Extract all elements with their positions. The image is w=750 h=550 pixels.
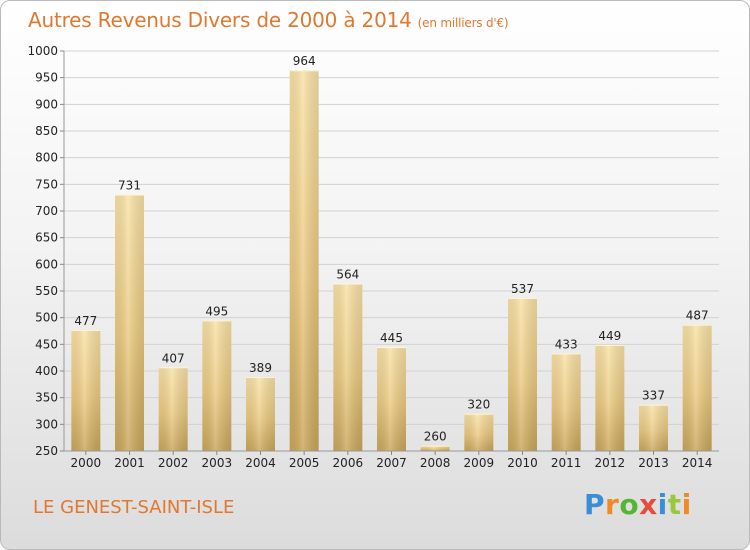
town-name: LE GENEST-SAINT-ISLE <box>33 497 235 518</box>
chart-subtitle: (en milliers d'€) <box>417 16 509 30</box>
y-tick-label: 650 <box>35 231 58 245</box>
bar-value-label: 433 <box>555 337 578 351</box>
chart-title-text: Autres Revenus Divers de 2000 à 2014 <box>28 8 412 32</box>
bar-value-label: 445 <box>380 331 403 345</box>
bar-value-label: 477 <box>74 314 97 328</box>
bar-shade <box>289 70 319 451</box>
bar-shade <box>551 353 581 451</box>
bar-shade <box>420 445 450 451</box>
bar-shade <box>682 324 712 451</box>
x-tick-label: 2001 <box>114 456 145 470</box>
x-tick-label: 2007 <box>376 456 407 470</box>
logo-letter: x <box>639 488 658 521</box>
bar-value-label: 337 <box>642 389 665 403</box>
y-tick-label: 850 <box>35 124 58 138</box>
bar-shade <box>464 413 494 451</box>
bar-value-label: 389 <box>249 361 272 375</box>
bar-shade <box>508 297 537 451</box>
logo-letter: r <box>605 488 620 521</box>
y-tick-label: 750 <box>35 177 58 191</box>
y-tick-label: 250 <box>35 444 58 458</box>
bar-value-label: 495 <box>205 304 228 318</box>
bar-shade <box>71 329 101 451</box>
chart-title: Autres Revenus Divers de 2000 à 2014 (en … <box>28 8 509 32</box>
bar-shade <box>639 404 668 451</box>
bar-shade <box>595 344 625 451</box>
bar-value-label: 964 <box>293 54 316 68</box>
x-tick-label: 2014 <box>682 456 713 470</box>
x-tick-label: 2013 <box>638 456 669 470</box>
bars-layer: 477 731 407 495 389 964 564 445 260 320 537 433 449 3… <box>71 54 712 451</box>
proxiti-logo: Proxiti <box>584 488 692 521</box>
logo-letter: i <box>657 488 668 521</box>
y-tick-label: 550 <box>35 284 58 298</box>
x-tick-label: 2002 <box>158 456 189 470</box>
x-tick-label: 2008 <box>420 456 451 470</box>
y-tick-label: 800 <box>35 151 58 165</box>
bar-value-label: 260 <box>424 430 447 444</box>
bar-value-label: 407 <box>162 351 185 365</box>
bar-shade <box>246 376 275 451</box>
y-tick-label: 700 <box>35 204 58 218</box>
bar-value-label: 487 <box>686 309 709 323</box>
bar-shade <box>377 347 406 451</box>
x-tick-label: 2012 <box>595 456 626 470</box>
x-tick-label: 2000 <box>71 456 102 470</box>
bar-shade <box>333 283 363 451</box>
bar-value-label: 320 <box>467 398 490 412</box>
bar-shade <box>202 320 232 451</box>
bar-shade <box>115 194 144 451</box>
logo-letter: i <box>681 488 692 521</box>
x-tick-label: 2010 <box>507 456 538 470</box>
y-tick-label: 450 <box>35 337 58 351</box>
bar-value-label: 449 <box>598 329 621 343</box>
bar-value-label: 564 <box>336 268 359 282</box>
axis-layer: 250 300 350 400 450 500 550 600 650 700 750 800 850 9… <box>27 44 719 470</box>
logo-letter: o <box>619 488 640 521</box>
bar-value-label: 731 <box>118 178 141 192</box>
y-tick-label: 950 <box>35 71 58 85</box>
logo-letter: P <box>584 488 606 521</box>
x-tick-label: 2005 <box>289 456 320 470</box>
bar-shade <box>158 367 188 451</box>
y-tick-label: 1000 <box>27 44 58 58</box>
logo-letter: t <box>667 488 682 521</box>
bar-value-label: 537 <box>511 282 534 296</box>
x-tick-label: 2003 <box>202 456 233 470</box>
x-tick-label: 2006 <box>333 456 364 470</box>
y-tick-label: 900 <box>35 97 58 111</box>
y-tick-label: 400 <box>35 364 58 378</box>
y-tick-label: 350 <box>35 391 58 405</box>
y-tick-label: 300 <box>35 417 58 431</box>
y-tick-label: 500 <box>35 311 58 325</box>
y-tick-label: 600 <box>35 257 58 271</box>
x-tick-label: 2009 <box>464 456 495 470</box>
x-tick-label: 2004 <box>245 456 276 470</box>
x-tick-label: 2011 <box>551 456 582 470</box>
